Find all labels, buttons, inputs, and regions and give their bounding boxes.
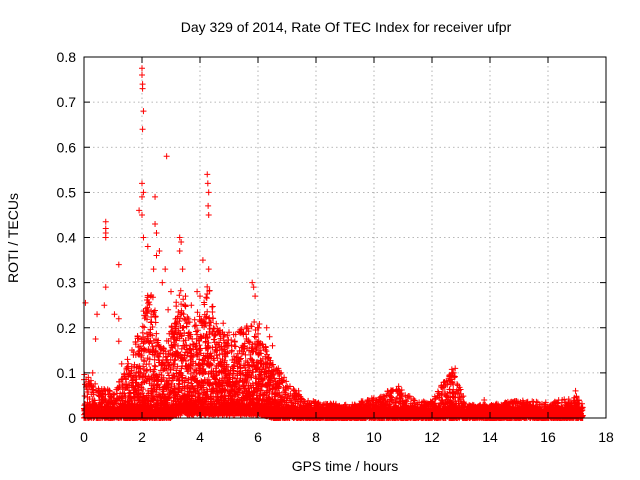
data-point bbox=[141, 324, 148, 331]
data-point bbox=[209, 308, 216, 315]
data-point bbox=[152, 313, 159, 320]
data-point bbox=[152, 363, 159, 370]
data-point bbox=[180, 324, 187, 331]
data-point bbox=[99, 399, 106, 406]
chart-title: Day 329 of 2014, Rate Of TEC Index for r… bbox=[181, 19, 512, 35]
data-point bbox=[81, 392, 88, 399]
data-point bbox=[137, 343, 144, 350]
data-point bbox=[135, 387, 142, 394]
data-point bbox=[118, 376, 125, 383]
data-point bbox=[209, 303, 216, 310]
data-point bbox=[115, 385, 122, 392]
data-points bbox=[81, 65, 586, 421]
data-point bbox=[116, 383, 123, 390]
data-point bbox=[90, 384, 97, 391]
data-point bbox=[125, 365, 132, 372]
data-point bbox=[152, 348, 159, 355]
data-point bbox=[145, 307, 152, 314]
data-point bbox=[149, 294, 156, 301]
data-point bbox=[140, 363, 147, 370]
data-point bbox=[149, 332, 156, 339]
data-point bbox=[130, 348, 137, 355]
data-point bbox=[177, 287, 184, 294]
data-point bbox=[156, 353, 163, 360]
data-point bbox=[139, 390, 146, 397]
data-point bbox=[153, 330, 160, 337]
data-point bbox=[132, 341, 139, 348]
data-point bbox=[203, 294, 210, 301]
data-point bbox=[263, 348, 270, 355]
data-point bbox=[148, 318, 155, 325]
data-point bbox=[138, 352, 145, 359]
data-point bbox=[106, 388, 113, 395]
data-point bbox=[205, 339, 212, 346]
data-point bbox=[140, 340, 147, 347]
data-point bbox=[134, 382, 141, 389]
data-point bbox=[191, 323, 198, 330]
data-point bbox=[144, 310, 151, 317]
data-point bbox=[144, 292, 151, 299]
data-point bbox=[143, 316, 150, 323]
data-point bbox=[90, 391, 97, 398]
data-point bbox=[92, 380, 99, 387]
grid bbox=[84, 57, 606, 418]
data-point bbox=[146, 301, 153, 308]
data-point bbox=[152, 319, 159, 326]
data-point bbox=[139, 323, 146, 330]
data-point bbox=[151, 362, 158, 369]
data-point bbox=[149, 323, 156, 330]
data-point bbox=[140, 386, 147, 393]
data-point bbox=[142, 368, 149, 375]
data-point bbox=[151, 307, 158, 314]
data-point bbox=[154, 349, 161, 356]
data-point bbox=[141, 358, 148, 365]
data-point bbox=[148, 308, 155, 315]
data-point bbox=[251, 333, 258, 340]
data-point bbox=[174, 342, 181, 349]
data-point bbox=[146, 360, 153, 367]
data-point bbox=[232, 343, 239, 350]
data-point bbox=[111, 391, 118, 398]
data-point bbox=[176, 292, 183, 299]
data-point bbox=[135, 335, 142, 342]
